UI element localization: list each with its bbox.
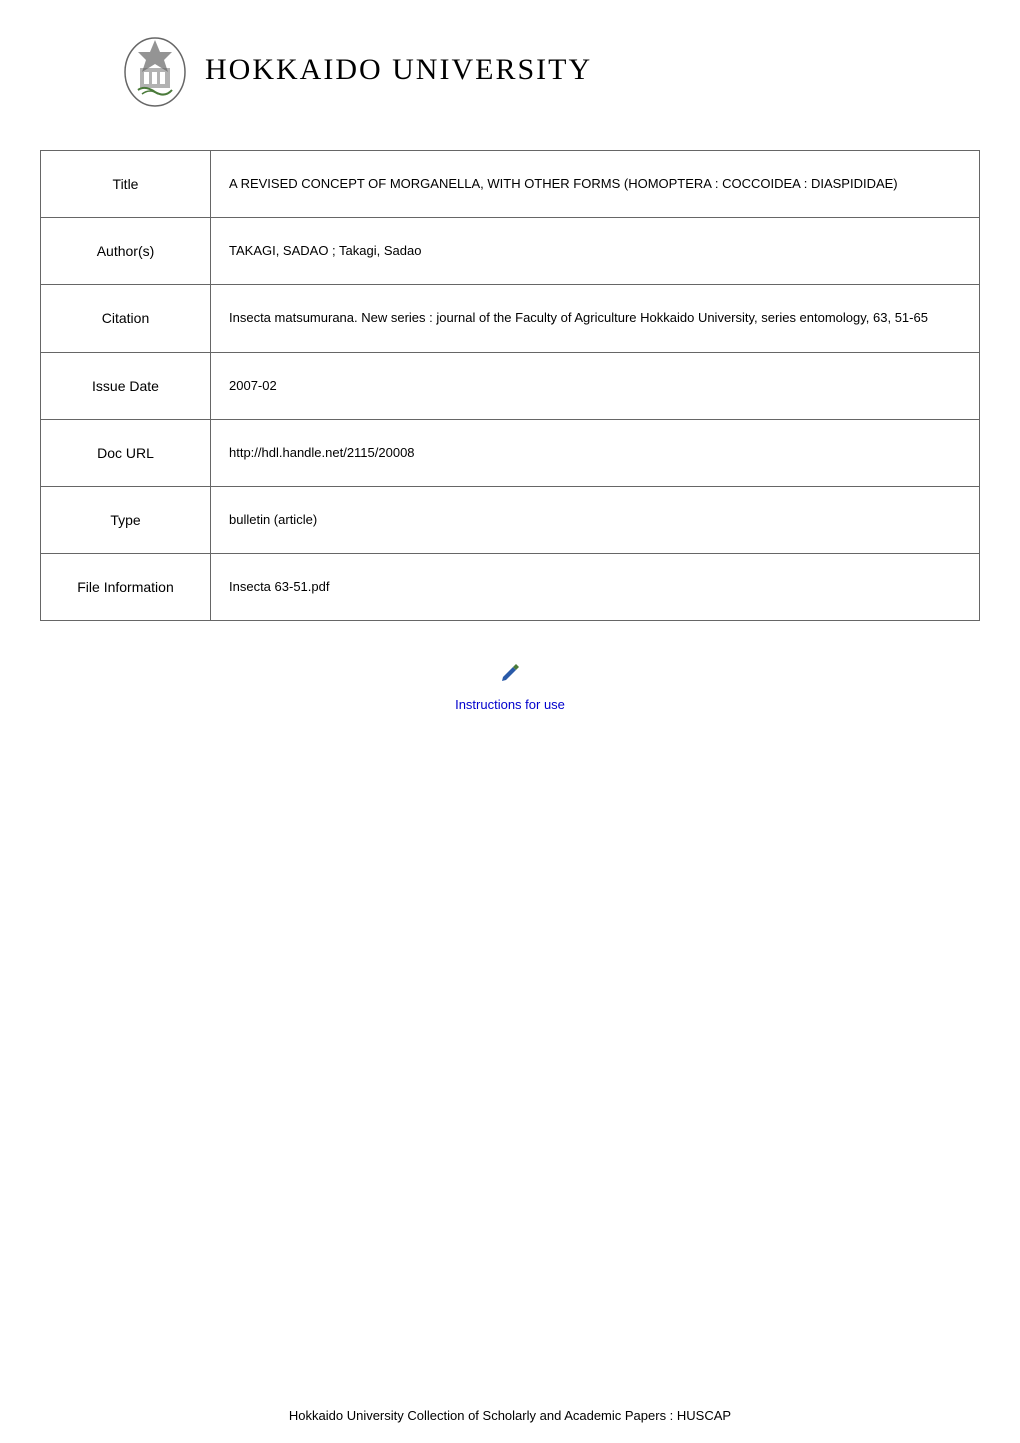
field-value-author: TAKAGI, SADAO ; Takagi, Sadao	[211, 218, 980, 285]
field-label-citation: Citation	[41, 285, 211, 352]
field-value-issue-date: 2007-02	[211, 352, 980, 419]
field-label-doc-url: Doc URL	[41, 419, 211, 486]
header: HOKKAIDO UNIVERSITY	[0, 0, 1020, 130]
table-row: Doc URL http://hdl.handle.net/2115/20008	[41, 419, 980, 486]
table-row: Type bulletin (article)	[41, 486, 980, 553]
table-row: Author(s) TAKAGI, SADAO ; Takagi, Sadao	[41, 218, 980, 285]
field-label-title: Title	[41, 151, 211, 218]
metadata-table: Title A REVISED CONCEPT OF MORGANELLA, W…	[40, 150, 980, 621]
field-value-file-info: Insecta 63-51.pdf	[211, 554, 980, 621]
field-label-file-info: File Information	[41, 554, 211, 621]
footer-text: Hokkaido University Collection of Schola…	[0, 1408, 1020, 1423]
table-row: Issue Date 2007-02	[41, 352, 980, 419]
field-label-type: Type	[41, 486, 211, 553]
table-row: Citation Insecta matsumurana. New series…	[41, 285, 980, 352]
university-logo	[120, 30, 190, 110]
field-label-issue-date: Issue Date	[41, 352, 211, 419]
pen-icon	[499, 661, 521, 688]
university-name: HOKKAIDO UNIVERSITY	[205, 53, 592, 87]
field-value-doc-url: http://hdl.handle.net/2115/20008	[211, 419, 980, 486]
instructions-block: Instructions for use	[0, 661, 1020, 714]
field-value-citation: Insecta matsumurana. New series : journa…	[211, 285, 980, 352]
table-row: Title A REVISED CONCEPT OF MORGANELLA, W…	[41, 151, 980, 218]
field-value-title: A REVISED CONCEPT OF MORGANELLA, WITH OT…	[211, 151, 980, 218]
field-label-author: Author(s)	[41, 218, 211, 285]
instructions-link[interactable]: Instructions for use	[455, 697, 565, 712]
field-value-type: bulletin (article)	[211, 486, 980, 553]
table-row: File Information Insecta 63-51.pdf	[41, 554, 980, 621]
